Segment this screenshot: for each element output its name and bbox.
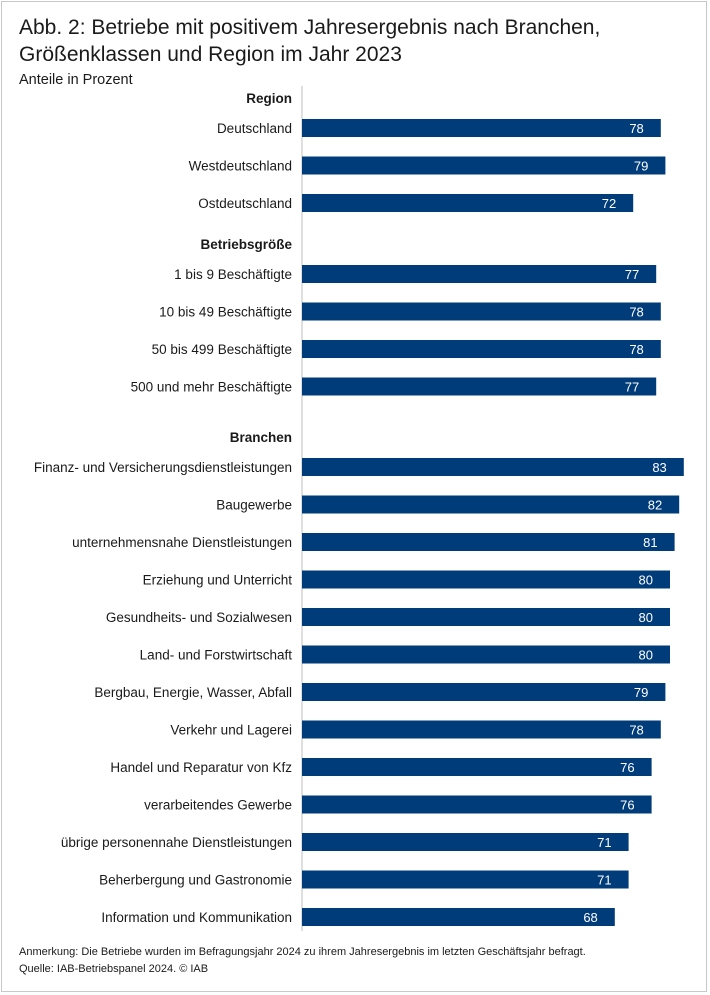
group-header: Branchen: [230, 430, 292, 445]
bar: [302, 495, 680, 514]
category-label: Westdeutschland: [189, 159, 292, 174]
category-label: 50 bis 499 Beschäftigte: [152, 342, 292, 357]
data-label: 80: [639, 573, 653, 588]
data-label: 76: [620, 798, 634, 813]
category-label: Bergbau, Energie, Wasser, Abfall: [94, 685, 292, 700]
category-label: Deutschland: [217, 121, 292, 136]
source-line: Quelle: IAB-Betriebspanel 2024. © IAB: [19, 963, 209, 975]
category-label: Erziehung und Unterricht: [143, 573, 293, 588]
group-header: Betriebsgröße: [200, 237, 292, 252]
bar: [302, 377, 657, 396]
bar: [302, 870, 629, 889]
bar: [302, 645, 670, 664]
data-label: 80: [639, 648, 653, 663]
data-label: 83: [652, 460, 666, 475]
bar: [302, 119, 661, 137]
category-label: 10 bis 49 Beschäftigte: [159, 305, 292, 320]
bar: [302, 795, 652, 814]
bar: [302, 194, 634, 212]
category-label: Verkehr und Lagerei: [170, 723, 292, 738]
bar: [302, 302, 661, 321]
bar: [302, 908, 615, 926]
data-label: 72: [602, 196, 616, 211]
category-label: 500 und mehr Beschäftigte: [131, 380, 292, 395]
category-label: übrige personennahe Dienstleistungen: [61, 835, 292, 850]
data-label: 81: [643, 535, 657, 550]
category-label: Gesundheits- und Sozialwesen: [106, 610, 292, 625]
data-label: 78: [629, 342, 643, 357]
data-label: 79: [634, 159, 648, 174]
data-label: 78: [629, 121, 643, 136]
title-line-2: Größenklassen und Region im Jahr 2023: [19, 43, 402, 66]
bar: [302, 608, 670, 626]
bar: [302, 265, 657, 283]
data-label: 71: [597, 835, 611, 850]
group-header: Region: [246, 91, 292, 106]
data-label: 82: [648, 498, 662, 513]
data-label: 71: [597, 873, 611, 888]
category-label: Finanz- und Versicherungsdienstleistunge…: [34, 460, 292, 475]
data-label: 77: [625, 380, 639, 395]
bar: [302, 340, 661, 358]
category-label: unternehmensnahe Dienstleistungen: [72, 535, 292, 550]
category-label: Information und Kommunikation: [101, 910, 292, 925]
chart-title: Abb. 2: Betriebe mit positivem Jahreserg…: [19, 14, 699, 68]
category-label: 1 bis 9 Beschäftigte: [174, 267, 292, 282]
bar: [302, 570, 670, 589]
data-label: 68: [583, 910, 597, 925]
bar: [302, 720, 661, 739]
category-label: Handel und Reparatur von Kfz: [110, 760, 292, 775]
bar: [302, 683, 666, 701]
category-label: Baugewerbe: [216, 498, 292, 513]
footnote: Anmerkung: Die Betriebe wurden im Befrag…: [19, 946, 586, 958]
bar: [302, 156, 666, 175]
title-line-1: Abb. 2: Betriebe mit positivem Jahreserg…: [19, 16, 601, 39]
bar: [302, 833, 629, 851]
bar: [302, 758, 652, 776]
data-label: 78: [629, 723, 643, 738]
category-label: Ostdeutschland: [198, 196, 292, 211]
data-label: 77: [625, 267, 639, 282]
category-label: Beherbergung und Gastronomie: [99, 873, 292, 888]
category-label: Land- und Forstwirtschaft: [140, 648, 293, 663]
data-label: 80: [639, 610, 653, 625]
bar: [302, 458, 684, 476]
chart-footer: Anmerkung: Die Betriebe wurden im Befrag…: [19, 944, 586, 978]
category-label: verarbeitendes Gewerbe: [144, 798, 292, 813]
data-label: 79: [634, 685, 648, 700]
data-label: 76: [620, 760, 634, 775]
chart-subtitle: Anteile in Prozent: [19, 72, 133, 88]
data-label: 78: [629, 305, 643, 320]
bar: [302, 533, 675, 551]
